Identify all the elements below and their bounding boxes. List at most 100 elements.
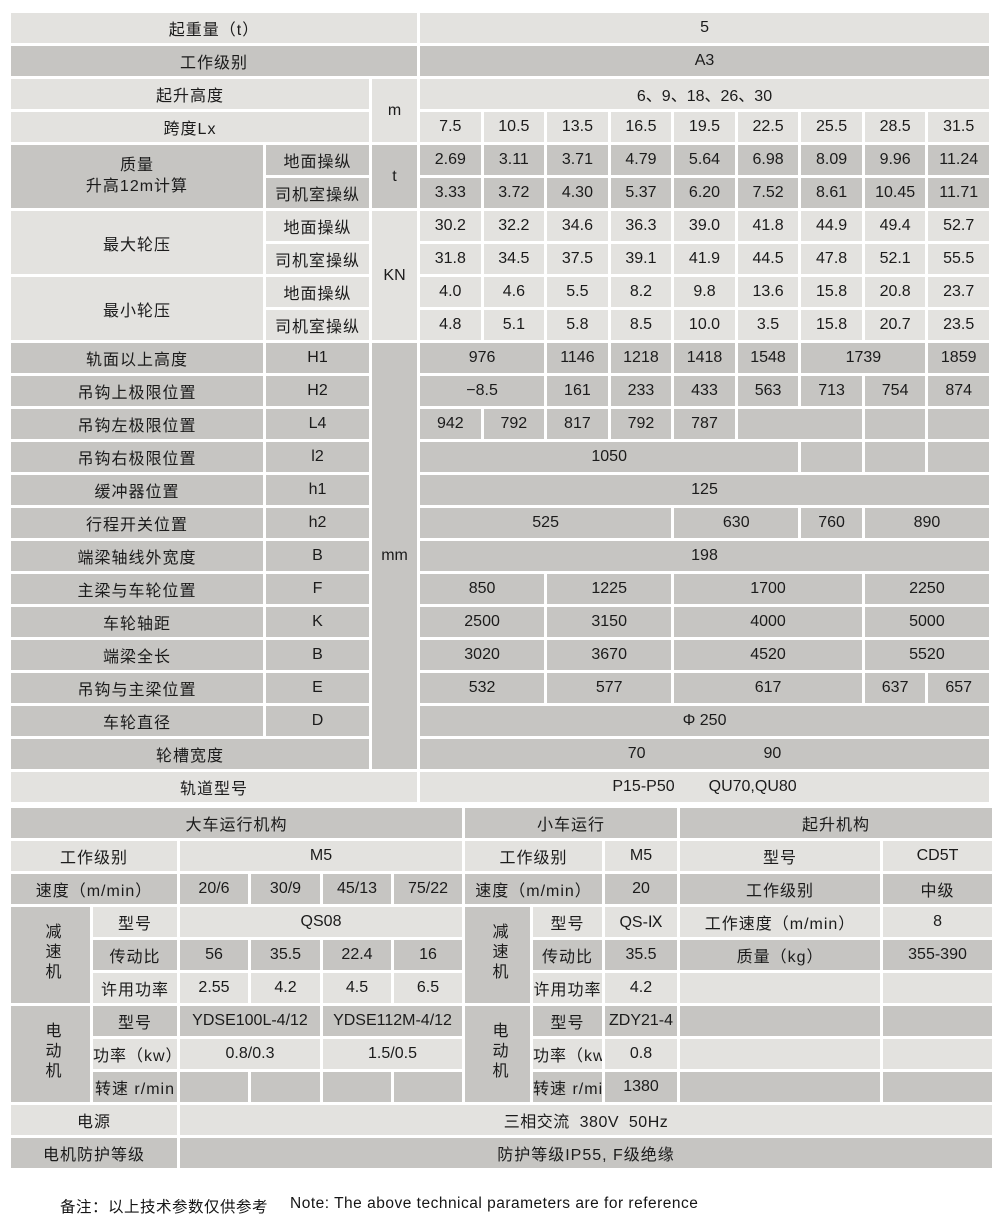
row-label: 吊钩上极限位置 xyxy=(8,373,266,409)
value-cell: 20/6 xyxy=(177,871,251,907)
value-cell: 532 xyxy=(417,670,548,706)
row-label: 转速 r/min xyxy=(90,1069,180,1105)
value-cell: 45/13 xyxy=(320,871,394,907)
value-cell: 32.2 xyxy=(480,208,548,244)
value-cell: 1700 xyxy=(671,571,865,607)
row-sublabel: 地面操纵 xyxy=(263,142,372,178)
row-label: 车轮直径 xyxy=(8,703,266,739)
vertical-group-text: 减速机 xyxy=(489,922,507,983)
row-label: 质量（kg） xyxy=(677,937,884,973)
value-cell: 563 xyxy=(734,373,802,409)
value-cell: 0.8 xyxy=(602,1036,681,1072)
value-cell: 5.37 xyxy=(607,175,675,211)
value-cell: 39.1 xyxy=(607,241,675,277)
value-cell: M5 xyxy=(602,838,681,874)
value-cell: 1859 xyxy=(925,340,992,376)
value-cell: 942 xyxy=(417,406,484,442)
value-cell: Φ 250 xyxy=(417,703,992,739)
value-cell: 36.3 xyxy=(607,208,675,244)
vertical-group-text: 减速机 xyxy=(42,922,60,983)
empty-cell xyxy=(880,1003,996,1039)
value-cell: 8.09 xyxy=(798,142,865,178)
value-cell: 9.96 xyxy=(861,142,929,178)
table-row: 大车运行机构 小车运行 起升机构 xyxy=(7,805,996,841)
row-label: 功率（kw） xyxy=(90,1036,180,1072)
symbol-cell: h2 xyxy=(263,505,372,541)
spec-table-mechanism: 大车运行机构 小车运行 起升机构 工作级别 M5 工作级别 M5 型号 CD5T… xyxy=(7,805,996,1171)
value-cell: QS08 xyxy=(176,904,466,940)
empty-cell xyxy=(798,439,865,475)
value-cell: 三相交流 380V 50Hz xyxy=(176,1102,996,1138)
empty-cell xyxy=(925,439,992,475)
row-sublabel: 地面操纵 xyxy=(263,274,372,310)
value-cell: 4.2 xyxy=(602,970,681,1006)
empty-cell xyxy=(390,1069,466,1105)
value-cell: 23.7 xyxy=(925,274,992,310)
value-cell: 787 xyxy=(671,406,738,442)
value-cell: 198 xyxy=(417,538,992,574)
table-row: 传动比 56 35.5 22.4 16 传动比 35.5 质量（kg） 355-… xyxy=(10,937,996,973)
row-label: 起升高度 xyxy=(8,76,372,112)
row-label: 轨道型号 xyxy=(7,769,421,805)
value-cell: 3150 xyxy=(544,604,675,640)
unit-cell: mm xyxy=(368,340,421,772)
empty-cell xyxy=(248,1069,323,1105)
value-cell: 657 xyxy=(925,670,992,706)
value-cell: 637 xyxy=(861,670,929,706)
value-cell: 4.5 xyxy=(320,970,394,1006)
table-row: 主梁与车轮位置 F 850 1225 1700 2250 xyxy=(8,571,993,607)
value-cell: 16 xyxy=(390,937,466,973)
row-label: 跨度Lx xyxy=(8,109,372,145)
section-header: 起升机构 xyxy=(677,805,996,841)
value-cell: 10.45 xyxy=(861,175,929,211)
value-cell: 41.9 xyxy=(671,241,738,277)
value-cell: 5.1 xyxy=(480,307,548,343)
row-label: 端梁轴线外宽度 xyxy=(8,538,266,574)
row-label: 电源 xyxy=(8,1102,180,1138)
value-cell: 中级 xyxy=(880,871,996,907)
table-row: 起重量（t） 5 xyxy=(7,10,992,46)
row-label: 行程开关位置 xyxy=(8,505,266,541)
value-cell: 355-390 xyxy=(880,937,996,973)
value-cell: 13.6 xyxy=(734,274,802,310)
value-cell: 防护等级IP55, F级绝缘 xyxy=(176,1135,996,1171)
footnote: 备注：以上技术参数仅供参考 Note: The above technical … xyxy=(60,1195,992,1217)
value-part: QU70,QU80 xyxy=(708,778,797,795)
row-label: 许用功率 xyxy=(90,970,180,1006)
value-cell: 4.2 xyxy=(248,970,323,1006)
table-row: 车轮轴距 K 2500 3150 4000 5000 xyxy=(8,604,993,640)
row-label: 车轮轴距 xyxy=(8,604,266,640)
empty-cell xyxy=(734,406,865,442)
value-cell: 7.52 xyxy=(734,175,802,211)
table-row: 电源 三相交流 380V 50Hz xyxy=(8,1102,996,1138)
vertical-group-text: 电动机 xyxy=(489,1021,507,1082)
value-cell: 16.5 xyxy=(607,109,675,145)
empty-cell xyxy=(677,970,884,1006)
value-cell: 0.8/0.3 xyxy=(177,1036,323,1072)
footnote-en: Note: The above technical parameters are… xyxy=(290,1195,699,1212)
value-cell: 792 xyxy=(607,406,675,442)
symbol-cell: E xyxy=(263,670,372,706)
row-label: 端梁全长 xyxy=(8,637,266,673)
vertical-group-label: 减速机 xyxy=(462,904,534,1006)
empty-cell xyxy=(177,1069,251,1105)
value-cell: 1548 xyxy=(734,340,802,376)
value-cell: 19.5 xyxy=(671,109,738,145)
value-cell: 2500 xyxy=(417,604,548,640)
symbol-cell: H2 xyxy=(263,373,372,409)
row-sublabel: 司机室操纵 xyxy=(263,241,372,277)
value-cell: 3670 xyxy=(544,637,675,673)
table-row: 最大轮压 地面操纵 KN 30.2 32.2 34.6 36.3 39.0 41… xyxy=(8,208,992,343)
table-row: 减速机 型号 QS08 减速机 型号 QS-Ⅸ 工作速度（m/min） 8 xyxy=(8,904,996,1006)
value-cell: 161 xyxy=(544,373,611,409)
value-cell: YDSE112M-4/12 xyxy=(319,1003,466,1039)
value-cell: 1.5/0.5 xyxy=(319,1036,466,1072)
table-row: 许用功率 2.55 4.2 4.5 6.5 许用功率 4.2 xyxy=(10,970,996,1006)
value-cell: 1739 xyxy=(798,340,929,376)
unit-cell: t xyxy=(368,142,421,211)
value-cell: 44.9 xyxy=(798,208,865,244)
table-row: 轮槽宽度 70 90 xyxy=(8,736,992,772)
value-cell: A3 xyxy=(417,43,992,79)
table-row: 工作级别 A3 xyxy=(7,43,992,79)
value-cell: 22.4 xyxy=(320,937,394,973)
